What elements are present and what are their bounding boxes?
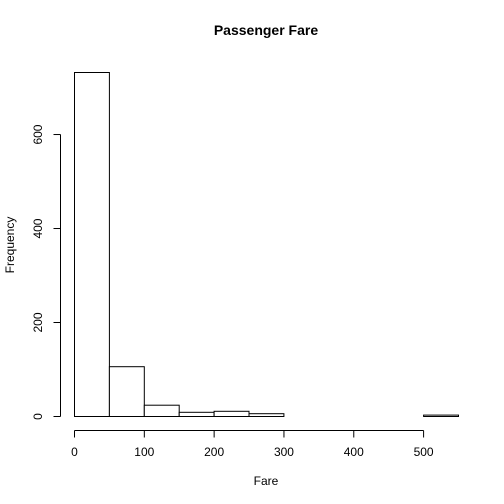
- x-axis: 0 100 200 300 400 500: [71, 430, 434, 459]
- y-axis: 0 200 400 600: [31, 124, 61, 420]
- x-axis-label: Fare: [254, 474, 279, 488]
- x-tick-label: 200: [204, 445, 224, 459]
- histogram-bar: [423, 414, 460, 418]
- y-tick-label: 0: [31, 413, 45, 420]
- histogram-bar: [248, 413, 285, 418]
- histogram-bar: [143, 404, 180, 418]
- histogram-bar: [108, 366, 145, 418]
- x-tick-label: 300: [274, 445, 294, 459]
- x-tick-label: 0: [71, 445, 78, 459]
- histogram-bar: [74, 72, 110, 417]
- bars-group: [74, 72, 460, 418]
- y-tick-label: 400: [31, 218, 45, 238]
- x-tick-label: 500: [414, 445, 434, 459]
- y-tick-label: 600: [31, 124, 45, 144]
- y-axis-label: Frequency: [3, 217, 17, 274]
- x-tick-label: 100: [134, 445, 154, 459]
- y-tick-label: 200: [31, 312, 45, 332]
- histogram-bar: [213, 410, 250, 417]
- chart-title: Passenger Fare: [214, 22, 318, 38]
- x-tick-label: 400: [344, 445, 364, 459]
- histogram-bar: [178, 411, 215, 417]
